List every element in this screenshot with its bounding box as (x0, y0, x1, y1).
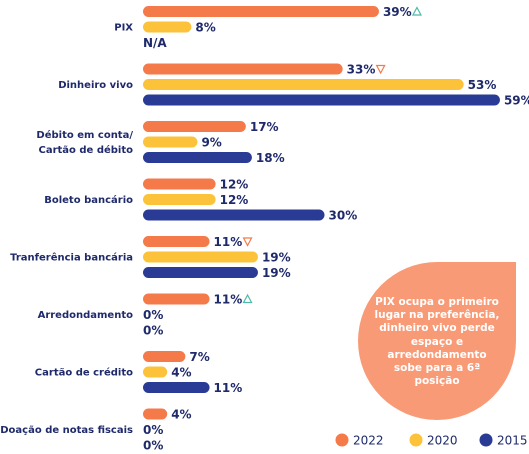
bar-2020 (143, 136, 198, 148)
bar-2022 (143, 63, 343, 75)
value-label: 19% (262, 251, 291, 265)
category-label-line: Débito em conta/ (36, 129, 133, 141)
bar-2022 (143, 236, 210, 247)
value-label: 18% (256, 151, 285, 165)
bar-2015 (143, 267, 258, 278)
legend-label: 2020 (427, 434, 458, 448)
category-label: Cartão de crédito (35, 367, 133, 379)
value-label: 0% (143, 308, 163, 322)
trend-down-icon (375, 64, 386, 75)
category-label: Dinheiro vivo (58, 80, 133, 91)
legend-label: 2015 (497, 434, 528, 448)
bar-2022 (143, 351, 186, 362)
category-label-line: Cartão de débito (39, 144, 134, 156)
category-label: Arredondamento (38, 310, 134, 321)
bar-2020 (143, 79, 464, 90)
bar-2022 (143, 293, 210, 305)
value-label: 0% (143, 423, 163, 437)
value-label: 30% (329, 209, 358, 223)
category-label: Tranferência bancária (10, 252, 133, 264)
value-label: 4% (171, 366, 191, 380)
bar-2022 (143, 178, 216, 190)
bar-2020 (143, 366, 168, 378)
value-label: 33% (347, 63, 376, 77)
bar-2015 (143, 152, 252, 163)
trend-up-icon (242, 293, 253, 304)
bar-2022 (143, 121, 246, 132)
bar-2020 (143, 251, 258, 263)
bar-2015 (143, 209, 325, 221)
callout-text: PIX ocupa o primeiro lugar na preferênci… (374, 296, 500, 388)
bar-2022 (143, 6, 379, 17)
bar-2015 (143, 94, 500, 106)
value-label: 7% (189, 350, 209, 364)
value-label: 11% (214, 381, 243, 395)
value-label: 19% (262, 266, 291, 280)
callout-bubble (358, 262, 516, 420)
value-label: N/A (143, 36, 167, 50)
value-label: 53% (468, 78, 497, 92)
category-label-line: Tranferência bancária (10, 252, 133, 264)
value-label: 12% (220, 178, 249, 192)
value-label: 17% (250, 120, 279, 134)
value-label: 9% (201, 136, 221, 150)
value-label: 12% (220, 193, 249, 207)
bar-2022 (143, 408, 168, 420)
category-label: PIX (114, 23, 133, 34)
category-label-line: Arredondamento (38, 310, 134, 321)
trend-down-icon (242, 237, 253, 247)
category-label-line: Cartão de crédito (35, 367, 133, 379)
bar-2015 (143, 382, 210, 393)
value-label: 59% (504, 94, 529, 108)
category-label-line: Doação de notas fiscais (0, 425, 133, 436)
value-label: 11% (214, 235, 243, 249)
value-label: 39% (383, 5, 412, 19)
category-label-line: Dinheiro vivo (58, 80, 133, 91)
legend-label: 2022 (353, 434, 384, 448)
value-label: 8% (195, 21, 215, 35)
value-label: 11% (214, 293, 243, 307)
bar-2020 (143, 21, 192, 33)
value-label: 0% (143, 439, 163, 453)
category-label: Boleto bancário (44, 194, 133, 206)
category-label-line: PIX (114, 23, 133, 34)
value-label: 0% (143, 324, 163, 338)
category-label: Doação de notas fiscais (0, 425, 133, 436)
bar-2020 (143, 194, 216, 205)
legend-swatch (409, 433, 423, 447)
category-label-line: Boleto bancário (44, 194, 133, 206)
legend-swatch (479, 433, 493, 447)
category-label: Débito em conta/Cartão de débito (36, 129, 133, 156)
legend-swatch (335, 433, 349, 447)
trend-up-icon (411, 6, 422, 16)
value-label: 4% (171, 408, 191, 422)
